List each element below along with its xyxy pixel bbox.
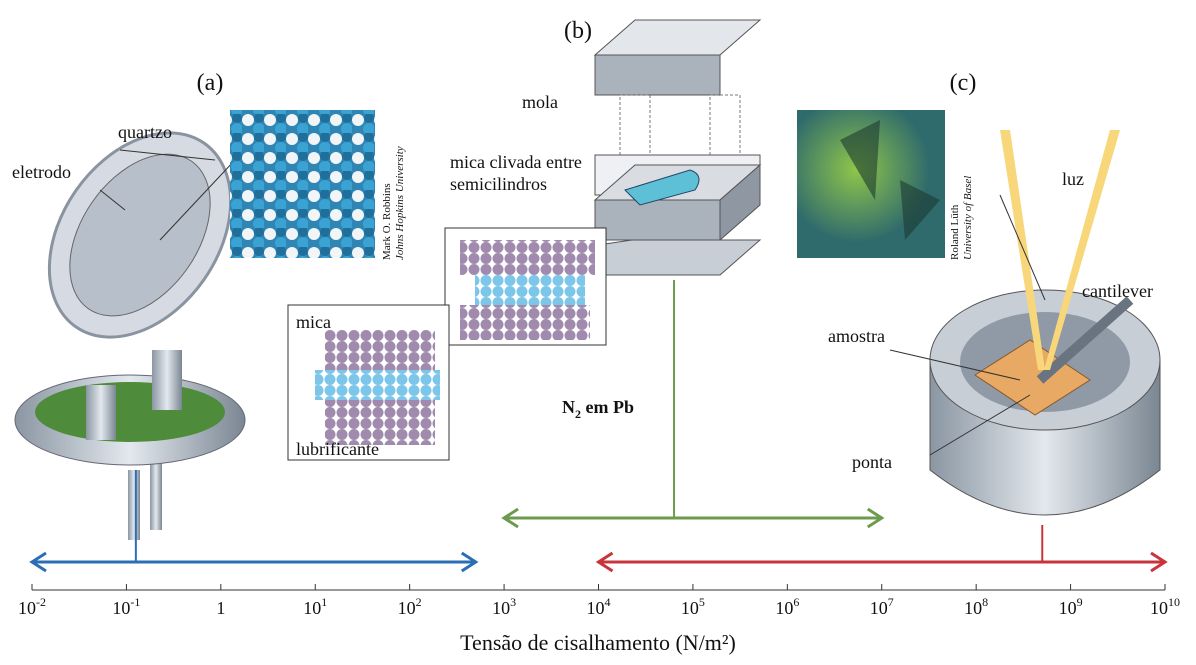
tick-exp: 6: [793, 595, 799, 609]
label: mica clivada entre: [450, 152, 582, 172]
tick-label: 109: [1059, 595, 1083, 618]
label: semicilindros: [450, 174, 547, 194]
tick-exp: 3: [510, 595, 516, 609]
tick-base: 10: [1059, 598, 1077, 618]
tick-exp: 9: [1077, 595, 1083, 609]
tick-exp: 2: [416, 595, 422, 609]
label: cantilever: [1082, 281, 1153, 301]
tick-base: 10: [398, 598, 416, 618]
label: ponta: [852, 452, 892, 472]
tick-label: 107: [870, 595, 894, 618]
label: N2 em Pb: [562, 397, 634, 421]
tick-exp: 4: [605, 595, 611, 609]
credit: Johns Hopkins University: [394, 146, 406, 260]
panel-label: (c): [950, 70, 977, 96]
tick-base: 10: [112, 598, 130, 618]
tick-base: 10: [587, 598, 605, 618]
tick-label: 108: [964, 595, 988, 618]
tick-label: 10-1: [112, 595, 140, 618]
credit: Mark O. Robbins: [381, 183, 393, 260]
tick-base: 10: [18, 598, 36, 618]
tick-exp: 1: [321, 595, 327, 609]
label: amostra: [828, 326, 885, 346]
label: quartzo: [118, 122, 172, 142]
tick-exp: 7: [888, 595, 894, 609]
tick-label: 1: [216, 598, 225, 618]
tick-base: 10: [492, 598, 510, 618]
tick-base: 10: [870, 598, 888, 618]
sfa-illustration: [595, 20, 760, 275]
tick-label: 101: [303, 595, 327, 618]
label: mola: [522, 92, 558, 112]
credit: Roland Lüth: [949, 204, 961, 260]
tick-exp: -1: [130, 595, 140, 609]
label: lubrificante: [296, 439, 379, 459]
atom-image: [230, 110, 375, 258]
tick-label: 102: [398, 595, 422, 618]
tick-base: 10: [681, 598, 699, 618]
tick-base: 10: [775, 598, 793, 618]
tick-base: 1: [216, 598, 225, 618]
tick-label: 104: [587, 595, 611, 618]
label: mica: [296, 312, 331, 332]
axis-label: Tensão de cisalhamento (N/m²): [460, 630, 736, 655]
label: eletrodo: [12, 162, 71, 182]
figure: (a) (b) (c) quartzo eletrodo Mark O. Rob…: [0, 0, 1196, 660]
tick-base: 10: [1150, 598, 1168, 618]
tick-exp: -2: [36, 595, 46, 609]
tick-exp: 5: [699, 595, 705, 609]
credit: University of Basel: [962, 176, 974, 260]
tick-base: 10: [303, 598, 321, 618]
panel-label: (b): [564, 18, 592, 44]
tick-label: 1010: [1150, 595, 1180, 618]
tick-label: 106: [775, 595, 799, 618]
panel-label: (a): [197, 70, 224, 96]
tick-label: 105: [681, 595, 705, 618]
tick-exp: 10: [1168, 595, 1180, 609]
tick-label: 10-2: [18, 595, 46, 618]
tick-exp: 8: [982, 595, 988, 609]
tick-label: 103: [492, 595, 516, 618]
label: luz: [1062, 169, 1084, 189]
tick-base: 10: [964, 598, 982, 618]
